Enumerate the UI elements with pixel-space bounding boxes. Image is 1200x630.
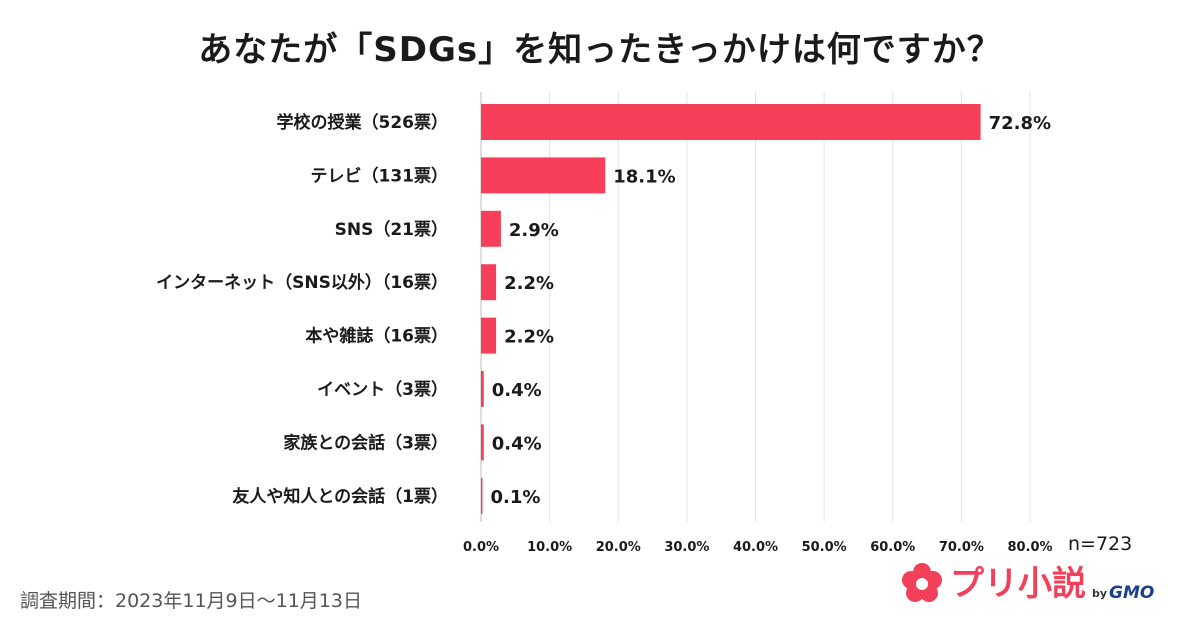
category-label: 家族との会話（3票） <box>283 432 448 453</box>
category-label: テレビ（131票） <box>311 165 449 186</box>
survey-period: 調査期間：2023年11月9日〜11月13日 <box>20 590 362 612</box>
x-tick-label: 50.0% <box>802 540 847 555</box>
x-tick-label: 40.0% <box>733 540 778 555</box>
bar <box>481 104 981 140</box>
bar <box>481 371 484 407</box>
x-tick-label: 80.0% <box>1007 540 1052 555</box>
bar <box>481 157 606 194</box>
x-tick-label: 60.0% <box>870 540 915 555</box>
bar <box>481 210 501 247</box>
value-label: 72.8% <box>989 113 1051 134</box>
value-label: 2.9% <box>509 220 559 241</box>
brand-name: プリ小説 <box>950 564 1086 604</box>
category-label: 本や雑誌（16票） <box>305 326 448 347</box>
x-tick-label: 0.0% <box>463 540 499 555</box>
x-tick-label: 10.0% <box>527 540 572 555</box>
brand-company: GMO <box>1109 583 1155 603</box>
x-tick-label: 20.0% <box>596 540 641 555</box>
category-label: 学校の授業（526票） <box>277 112 449 133</box>
bar <box>481 264 497 301</box>
bar <box>481 477 483 514</box>
category-label: 友人や知人との会話（1票） <box>232 486 448 507</box>
value-label: 18.1% <box>613 166 675 187</box>
category-label: イベント（3票） <box>317 379 448 400</box>
bar <box>481 317 497 354</box>
bar <box>481 424 484 461</box>
brand-by: by <box>1092 587 1108 600</box>
brand-logo: プリ小説 by GMO <box>900 562 1154 606</box>
sample-size-label: n=723 <box>1068 533 1133 555</box>
category-label: インターネット（SNS以外）（16票） <box>156 272 448 293</box>
flower-logo-icon <box>902 563 942 602</box>
value-label: 0.4% <box>492 380 542 401</box>
value-label: 2.2% <box>504 273 554 294</box>
category-label: SNS（21票） <box>335 219 448 240</box>
value-label: 2.2% <box>504 327 554 348</box>
value-label: 0.4% <box>492 433 542 454</box>
value-label: 0.1% <box>491 487 541 508</box>
x-tick-label: 70.0% <box>939 540 984 555</box>
chart-title: あなたが「SDGs」を知ったきっかけは何ですか？ <box>198 30 1002 70</box>
x-tick-label: 30.0% <box>664 540 709 555</box>
